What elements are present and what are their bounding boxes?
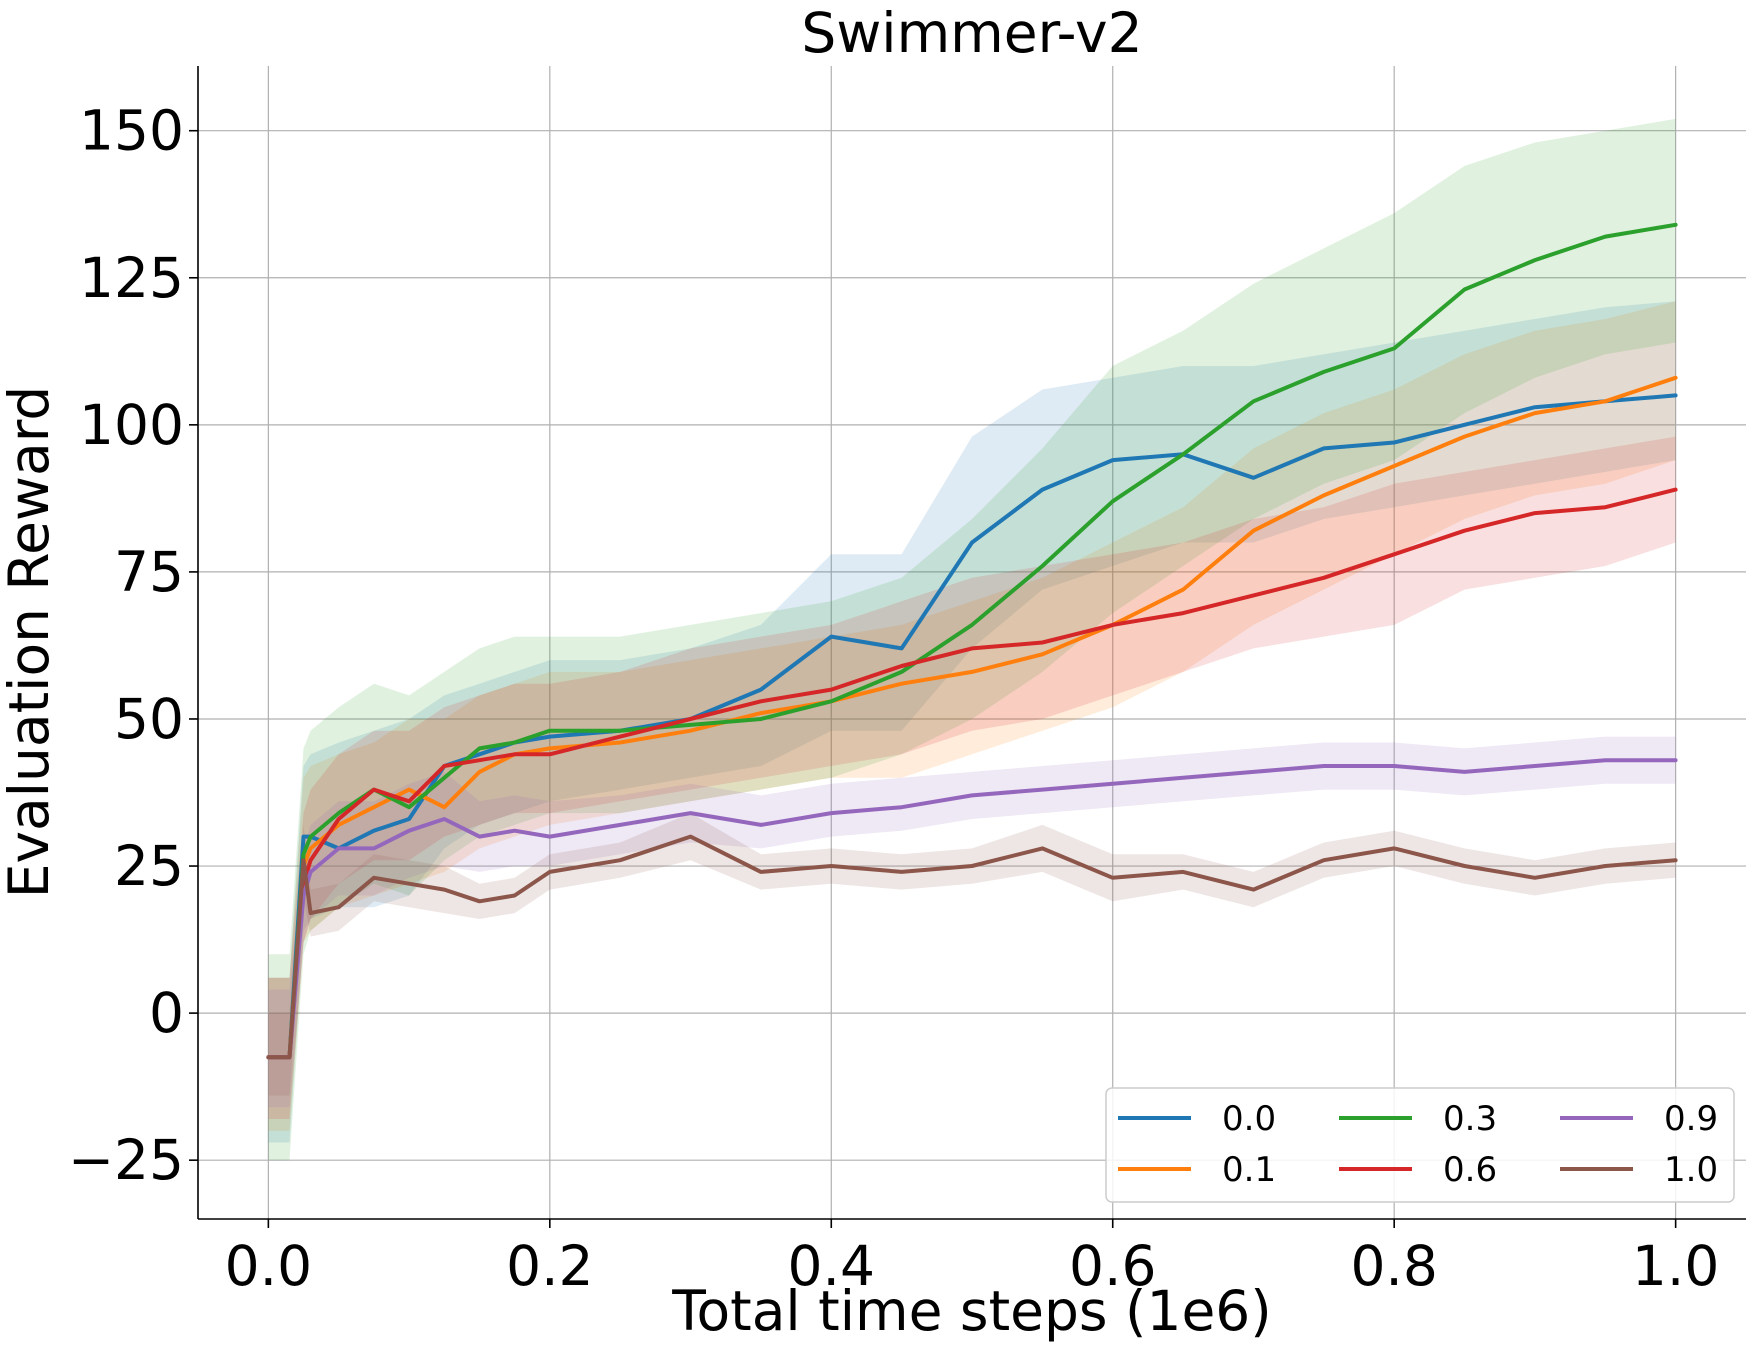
- y-axis-label: Evaluation Reward: [0, 386, 61, 899]
- y-tick-label: 75: [114, 540, 184, 604]
- x-tick-label: 1.0: [1632, 1234, 1719, 1298]
- legend-item-1.0: 1.0: [1560, 1150, 1718, 1190]
- legend-label: 0.6: [1443, 1150, 1497, 1190]
- series-line-1.0: [266, 834, 1678, 1060]
- band-0.6: [268, 436, 1676, 1120]
- x-axis-label: Total time steps (1e6): [671, 1279, 1272, 1343]
- legend-label: 0.3: [1443, 1099, 1497, 1139]
- y-tick-label: 25: [114, 834, 184, 898]
- y-ticks: −25 0 25 50 75 100 125 150: [68, 99, 198, 1192]
- x-ticks: 0.0 0.2 0.4 0.6 0.8 1.0: [225, 1219, 1719, 1298]
- band-0.9: [268, 736, 1676, 1108]
- legend-item-0.0: 0.0: [1118, 1099, 1276, 1139]
- series-line-0.6: [266, 487, 1678, 1060]
- band-0.0: [268, 301, 1676, 1143]
- legend-item-0.6: 0.6: [1339, 1150, 1497, 1190]
- legend-box: [1105, 1087, 1735, 1203]
- axes: [197, 66, 1746, 1220]
- y-tick-label: 0: [149, 981, 184, 1045]
- legend: 0.0 0.1 0.3 0.6 0.9 1.0: [1105, 1087, 1735, 1203]
- chart-title: Swimmer-v2: [801, 1, 1142, 65]
- band-0.3: [268, 118, 1676, 1161]
- legend-label: 0.0: [1222, 1099, 1276, 1139]
- legend-item-0.9: 0.9: [1560, 1099, 1718, 1139]
- x-tick-label: 0.4: [788, 1234, 875, 1298]
- legend-label: 1.0: [1664, 1150, 1718, 1190]
- x-tick-label: 0.6: [1069, 1234, 1156, 1298]
- x-tick-label: 0.0: [225, 1234, 312, 1298]
- series-line-0.1: [266, 375, 1678, 1060]
- x-tick-label: 0.2: [506, 1234, 593, 1298]
- y-tick-label: 100: [79, 393, 184, 457]
- y-tick-label: 125: [79, 246, 184, 310]
- y-tick-label: −25: [68, 1128, 184, 1192]
- y-tick-label: 50: [114, 687, 184, 751]
- legend-item-0.1: 0.1: [1118, 1150, 1276, 1190]
- series-line-0.0: [266, 393, 1678, 1060]
- x-tick-label: 0.8: [1350, 1234, 1437, 1298]
- band-1.0: [268, 813, 1676, 1096]
- series-line-0.3: [266, 222, 1678, 1060]
- legend-label: 0.1: [1222, 1150, 1276, 1190]
- confidence-bands: [268, 118, 1676, 1161]
- series-lines: [266, 222, 1678, 1060]
- y-tick-label: 150: [79, 99, 184, 163]
- band-0.1: [268, 301, 1676, 1131]
- legend-item-0.3: 0.3: [1339, 1099, 1497, 1139]
- series-line-0.9: [266, 758, 1678, 1060]
- legend-label: 0.9: [1664, 1099, 1718, 1139]
